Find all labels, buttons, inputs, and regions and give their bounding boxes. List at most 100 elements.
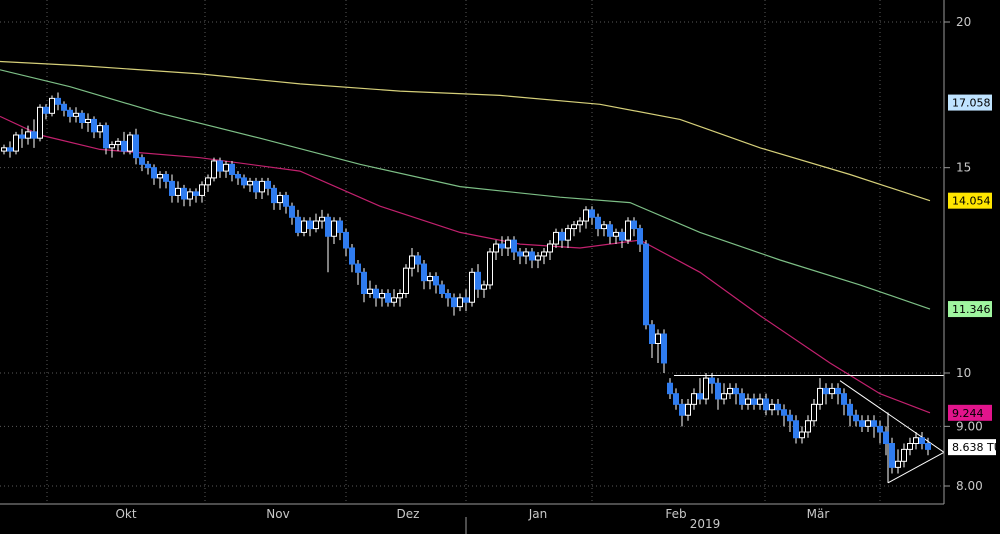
candle-up — [187, 191, 193, 200]
candle-down — [847, 403, 853, 416]
value-tag-box — [948, 94, 992, 111]
year-label: 2019 — [690, 517, 721, 531]
candle-down — [283, 194, 289, 207]
candle-up — [535, 255, 541, 261]
candle-up — [175, 187, 181, 196]
x-tick-label: Jan — [528, 507, 548, 521]
candle-down — [463, 297, 469, 303]
candle-down — [289, 205, 295, 218]
candle-down — [217, 160, 223, 172]
candle-down — [889, 443, 895, 468]
candle-down — [235, 173, 241, 179]
trend-line — [839, 380, 945, 453]
candle-down — [43, 106, 49, 114]
candle-up — [541, 251, 547, 257]
candle-down — [679, 403, 685, 416]
candle-down — [7, 147, 13, 152]
candle-down — [823, 387, 829, 395]
candle-down — [121, 140, 127, 152]
candle-up — [379, 292, 385, 299]
candle-up — [505, 239, 511, 249]
candle-up — [601, 224, 607, 230]
candle-up — [907, 443, 913, 450]
value-tag-text: 9.244 — [952, 407, 984, 420]
candle-down — [19, 134, 25, 139]
candle-up — [829, 387, 835, 395]
grid-layer — [0, 0, 944, 504]
y-tick-label: 20 — [956, 15, 971, 29]
value-tag-box — [948, 192, 992, 209]
candle-down — [607, 224, 613, 237]
candle-down — [145, 163, 151, 169]
candle-down — [643, 243, 649, 326]
candle-up — [313, 220, 319, 230]
candle-down — [373, 288, 379, 299]
candle-down — [775, 403, 781, 411]
candle-up — [523, 251, 529, 257]
candle-down — [919, 437, 925, 445]
candle-down — [871, 420, 877, 427]
candle-up — [721, 393, 727, 400]
candle-up — [259, 180, 265, 193]
candle-down — [739, 393, 745, 405]
candle-up — [205, 177, 211, 186]
candle-up — [769, 403, 775, 411]
candle-down — [793, 420, 799, 439]
candle-up — [469, 271, 475, 303]
candle-up — [913, 437, 919, 445]
candle-down — [169, 180, 175, 196]
candle-up — [553, 231, 559, 245]
candle-down — [667, 382, 673, 395]
candle-down — [79, 112, 85, 123]
candle-down — [421, 263, 427, 282]
candle-down — [361, 271, 367, 294]
candle-up — [13, 134, 19, 152]
candle-up — [49, 97, 55, 114]
y-tick-label: 10 — [956, 366, 971, 380]
value-tag-box — [948, 301, 992, 318]
candle-down — [31, 131, 37, 139]
candle-up — [199, 184, 205, 196]
candle-up — [277, 194, 283, 204]
candle-up — [625, 220, 631, 241]
candle-down — [295, 216, 301, 233]
candle-up — [817, 387, 823, 405]
candle-down — [697, 393, 703, 400]
candle-up — [799, 431, 805, 439]
candle-down — [61, 103, 67, 111]
candle-down — [595, 216, 601, 230]
candle-down — [631, 220, 637, 230]
value-tag-text: 8.638 TU — [952, 441, 1000, 454]
candle-down — [835, 387, 841, 395]
candle-down — [265, 180, 271, 189]
candle-down — [781, 409, 787, 416]
candle-down — [529, 251, 535, 261]
candle-down — [385, 292, 391, 303]
candle-up — [97, 125, 103, 133]
candle-down — [559, 231, 565, 241]
candle-down — [751, 398, 757, 405]
candle-down — [883, 431, 889, 445]
candle-down — [163, 173, 169, 182]
candle-down — [307, 220, 313, 230]
candle-up — [865, 420, 871, 427]
candle-up — [403, 267, 409, 294]
candle-up — [157, 173, 163, 179]
candle-down — [925, 443, 931, 450]
candle-down — [67, 109, 73, 117]
candle-up — [685, 403, 691, 416]
candle-up — [109, 144, 115, 149]
x-axis-ticks: Okt Nov Dez Jan Feb Mär — [115, 507, 829, 534]
candle-down — [499, 243, 505, 249]
candle-up — [211, 160, 217, 179]
moving-average-line — [0, 60, 931, 202]
candle-down — [787, 414, 793, 422]
x-tick-label: Feb — [665, 507, 686, 521]
candle-up — [85, 118, 91, 123]
candle-up — [745, 398, 751, 405]
candle-down — [445, 292, 451, 299]
candle-down — [415, 255, 421, 265]
candle-down — [637, 228, 643, 245]
y-axis-ticks: 20 15 10 9.00 8.00 — [944, 15, 983, 493]
candle-down — [325, 216, 331, 237]
